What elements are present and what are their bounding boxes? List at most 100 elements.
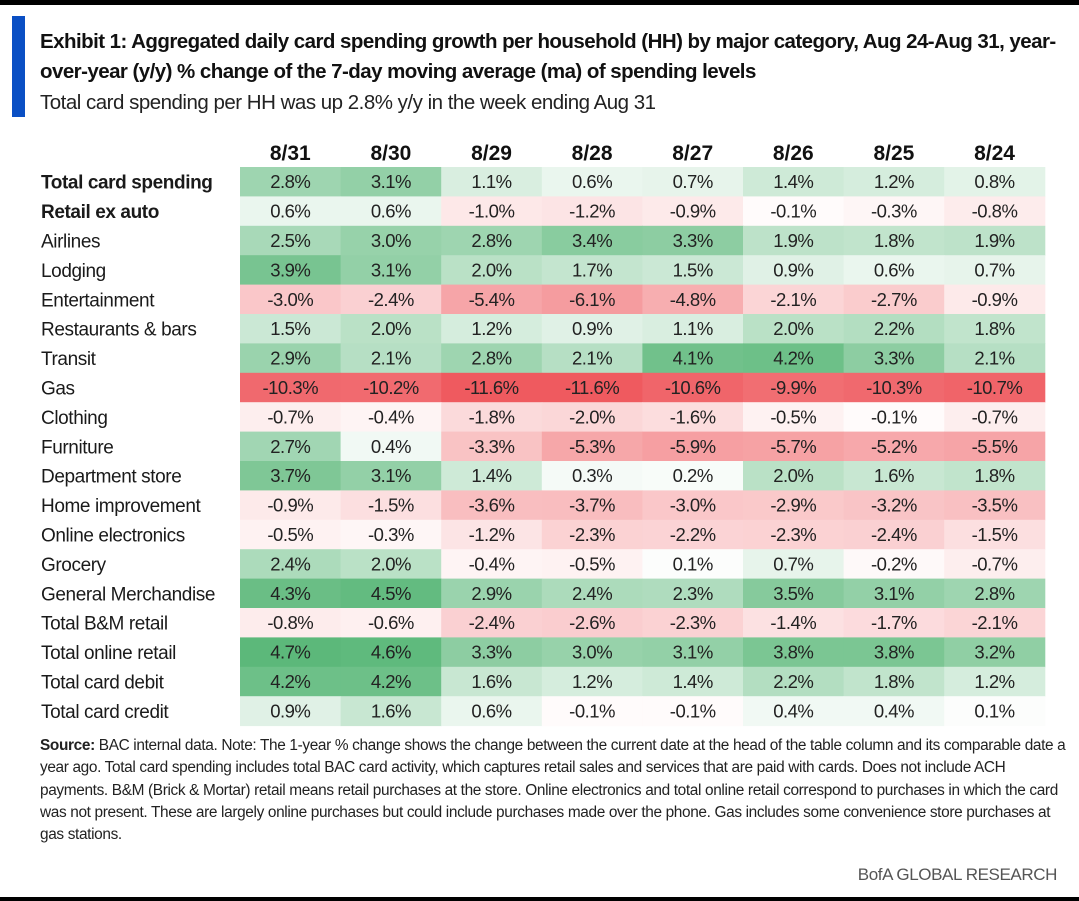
cell-value: 3.9% xyxy=(270,259,310,280)
cell-value: -0.2% xyxy=(871,553,917,574)
heatmap-cell xyxy=(944,578,1046,609)
heatmap-cell xyxy=(240,637,342,668)
cell-value: -10.7% xyxy=(967,377,1023,398)
cell-value: 3.1% xyxy=(371,465,411,486)
table-row: Department store 3.7% 3.1% 1.4% 0.3% 0.2% 2.0%… xyxy=(41,461,1046,491)
cell-value: 4.2% xyxy=(773,348,813,369)
cell-value: -2.4% xyxy=(368,289,414,310)
heatmap-cell xyxy=(240,167,342,197)
cell-value: 2.8% xyxy=(471,348,511,369)
cell-value: 2.1% xyxy=(371,348,411,369)
heatmap-cell xyxy=(541,637,643,668)
heatmap-cell xyxy=(240,255,342,286)
cell-value: -10.3% xyxy=(866,377,922,398)
cell-value: 0.6% xyxy=(270,201,310,222)
heatmap-cell xyxy=(944,549,1046,580)
heatmap-cell xyxy=(843,431,945,462)
heatmap-cell xyxy=(642,637,744,668)
row-label: Total card credit xyxy=(41,702,169,723)
heatmap-cell xyxy=(944,637,1046,668)
heatmap-cell xyxy=(340,402,442,433)
exhibit-title: Exhibit 1: Aggregated daily card spendin… xyxy=(40,30,1056,83)
cell-value: 1.6% xyxy=(874,465,914,486)
cell-value: -0.9% xyxy=(972,289,1018,310)
row-label: Furniture xyxy=(41,437,113,458)
cell-value: -5.4% xyxy=(469,289,515,310)
cell-value: -3.7% xyxy=(569,495,615,516)
cell-value: -0.7% xyxy=(972,406,1018,427)
table-row: Total card credit 0.9% 1.6% 0.6% -0.1% -0.1% 0… xyxy=(41,696,1046,727)
heatmap-cell xyxy=(340,167,442,197)
heatmap-cell xyxy=(240,196,342,227)
heatmap-cell xyxy=(743,461,845,491)
cell-value: 2.9% xyxy=(471,583,511,604)
cell-value: 3.5% xyxy=(773,583,813,604)
heatmap-cell xyxy=(944,284,1046,315)
heatmap-cell xyxy=(944,402,1046,433)
heatmap-cell xyxy=(441,255,543,286)
heatmap-cell xyxy=(541,696,643,727)
cell-value: 1.2% xyxy=(974,671,1014,692)
cell-value: 2.3% xyxy=(673,583,713,604)
heatmap-cell xyxy=(944,608,1046,638)
cell-value: 0.4% xyxy=(773,700,813,721)
cell-value: 0.7% xyxy=(974,259,1014,280)
heatmap-cell xyxy=(642,608,744,638)
heatmap-cell xyxy=(843,519,945,550)
cell-value: 0.9% xyxy=(572,318,612,339)
cell-value: -5.3% xyxy=(569,436,615,457)
heatmap-cell xyxy=(843,372,945,403)
cell-value: -4.8% xyxy=(670,289,716,310)
cell-value: 0.6% xyxy=(471,700,511,721)
cell-value: 3.4% xyxy=(572,230,612,251)
heatmap-cell xyxy=(240,314,342,344)
cell-value: 1.4% xyxy=(673,671,713,692)
cell-value: -3.0% xyxy=(670,495,716,516)
heatmap-cell xyxy=(642,696,744,727)
heatmap-cell xyxy=(340,343,442,374)
cell-value: 4.1% xyxy=(673,348,713,369)
heatmap-cell xyxy=(441,666,543,697)
source-text: BAC internal data. Note: The 1-year % ch… xyxy=(40,737,1066,844)
cell-value: 4.2% xyxy=(371,671,411,692)
column-header: 8/24 xyxy=(974,142,1015,165)
heatmap-cell xyxy=(743,431,845,462)
cell-value: 1.8% xyxy=(974,318,1014,339)
cell-value: -0.5% xyxy=(569,553,615,574)
heatmap-cell xyxy=(541,461,643,491)
cell-value: -3.2% xyxy=(871,495,917,516)
row-label: Online electronics xyxy=(41,526,185,547)
heatmap-cell xyxy=(642,343,744,374)
cell-value: -2.3% xyxy=(770,524,816,545)
heatmap-cell xyxy=(541,167,643,197)
cell-value: 1.1% xyxy=(673,318,713,339)
cell-value: 3.1% xyxy=(371,259,411,280)
heatmap-cell xyxy=(240,608,342,638)
heatmap-cell xyxy=(240,402,342,433)
row-label: Restaurants & bars xyxy=(41,320,196,341)
heatmap-cell xyxy=(441,578,543,609)
table-row: Total card debit 4.2% 4.2% 1.6% 1.2% 1.4% 2.2%… xyxy=(41,666,1046,697)
cell-value: 2.2% xyxy=(874,318,914,339)
cell-value: 2.7% xyxy=(270,436,310,457)
heatmap-cell xyxy=(340,372,442,403)
cell-value: 4.2% xyxy=(270,671,310,692)
heatmap-cell xyxy=(541,343,643,374)
heatmap-cell xyxy=(743,666,845,697)
heatmap-cell xyxy=(843,167,945,197)
cell-value: 3.0% xyxy=(371,230,411,251)
cell-value: -0.8% xyxy=(972,201,1018,222)
heatmap-cell xyxy=(240,696,342,727)
row-label: Airlines xyxy=(41,232,100,253)
heatmap-cell xyxy=(541,225,643,256)
cell-value: -0.9% xyxy=(670,201,716,222)
row-label: General Merchandise xyxy=(41,584,215,605)
cell-value: 0.2% xyxy=(673,465,713,486)
heatmap-cell xyxy=(340,549,442,580)
heatmap-cell xyxy=(944,696,1046,727)
cell-value: -0.3% xyxy=(368,524,414,545)
cell-value: -11.6% xyxy=(565,377,619,398)
row-label: Retail ex auto xyxy=(41,202,159,223)
cell-value: -5.2% xyxy=(871,436,917,457)
heatmap-cell xyxy=(843,608,945,638)
